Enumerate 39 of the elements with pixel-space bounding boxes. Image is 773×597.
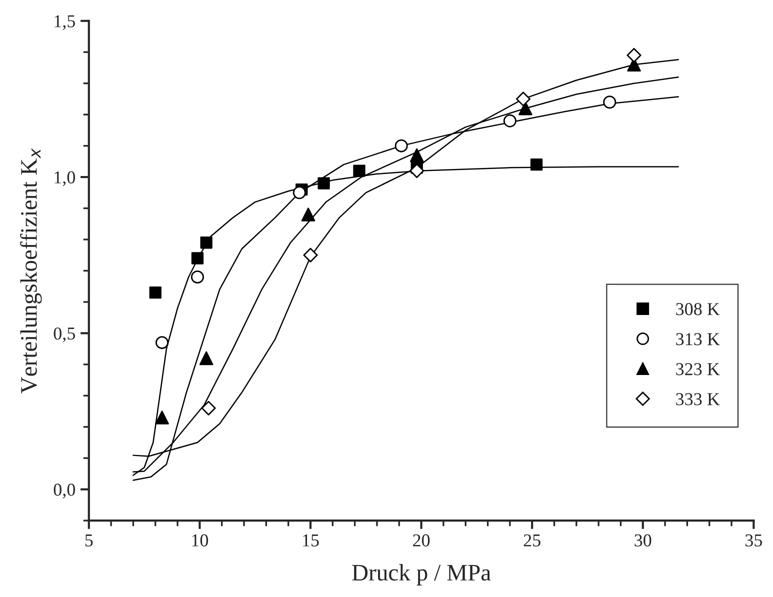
legend-label: 308 K [676,303,720,316]
x-tick-label: 30 [634,534,652,546]
point [149,286,162,299]
x-tick-label: 15 [303,534,319,546]
x-tick-label: 35 [746,534,762,546]
legend-label: 323 K [676,363,720,376]
x-tick-label: 10 [192,534,208,546]
point [530,158,543,171]
point [518,101,532,116]
point [200,236,212,249]
legend-label: 313 K [676,333,720,346]
point [394,139,408,152]
point [292,186,306,200]
point [155,410,169,424]
y-tick-label: 1,5 [54,15,75,30]
point [516,92,530,106]
point [626,48,642,63]
point [156,336,169,350]
point [503,114,516,128]
y-tick-label: 1,0 [54,171,76,186]
point [301,208,316,222]
point [199,351,214,366]
point [318,177,330,190]
point [190,270,204,284]
x-tick-label: 25 [524,534,540,546]
point [201,400,216,416]
legend-label: 333 K [676,393,720,406]
y-tick-label: 0,5 [54,327,75,342]
point [191,252,204,264]
point [410,148,424,162]
x-axis-title: Druck p / MPa [352,564,491,586]
point [410,164,424,178]
point [303,248,318,262]
x-tick-label: 20 [413,534,430,546]
y-tick-label: 0,0 [54,484,76,498]
point [353,164,366,177]
y-axis-title: Verteilungskoeffizient K$_{x}$ [20,148,42,394]
point [603,96,616,109]
x-tick-label: 5 [85,534,93,546]
